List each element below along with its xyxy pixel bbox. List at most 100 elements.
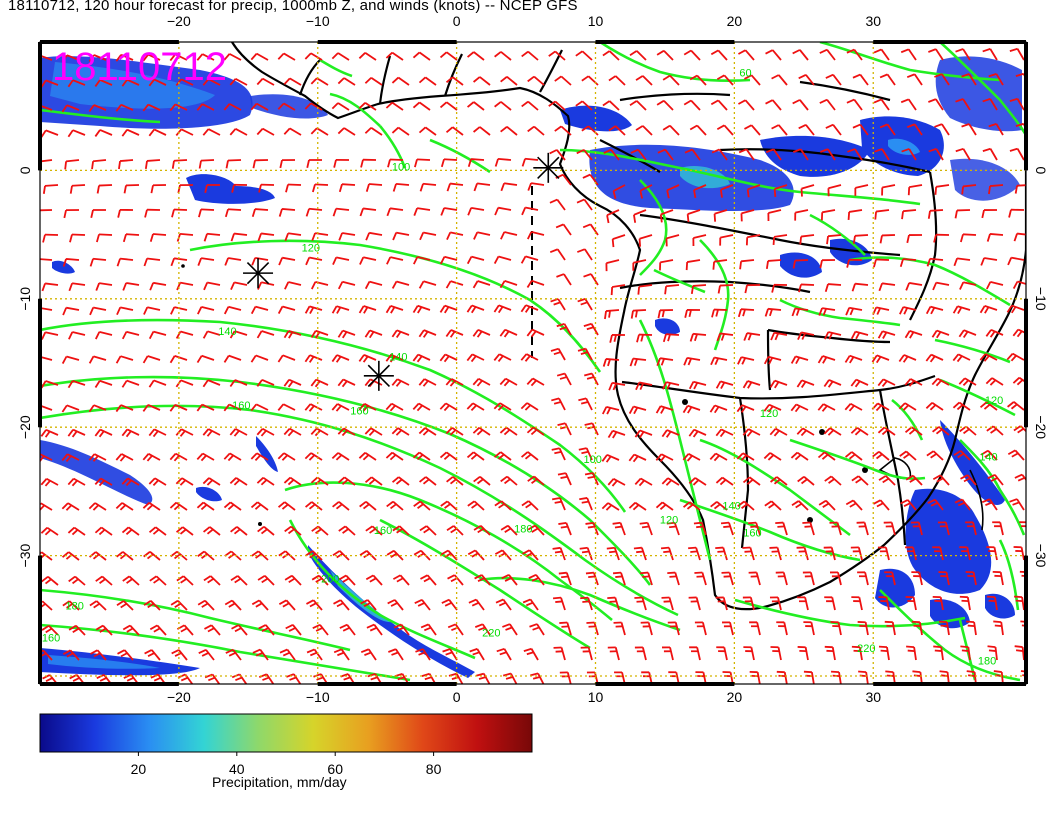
contour-value-label: 140 [722, 500, 740, 512]
wind-barb [830, 621, 842, 636]
wind-barb [360, 158, 377, 168]
wind-barb [602, 100, 620, 111]
wind-barb [928, 98, 944, 111]
wind-barb [575, 100, 593, 111]
wind-barb [197, 306, 215, 315]
wind-barb [502, 623, 518, 636]
wind-barb [412, 101, 431, 111]
lon-tick-label-bottom: 10 [588, 689, 604, 705]
wind-barb [475, 672, 491, 684]
wind-barb [608, 381, 626, 391]
wind-barb [387, 599, 404, 611]
wind-barb [954, 209, 971, 219]
wind-barb [62, 600, 80, 611]
wind-barb [607, 478, 626, 487]
wind-barb [1006, 304, 1025, 314]
wind-barb [899, 450, 917, 461]
wind-barb [392, 525, 410, 536]
wind-barb [634, 477, 653, 487]
lat-tick-label-left: 0 [17, 166, 33, 174]
wind-barb [1007, 401, 1025, 411]
wind-barb [558, 521, 572, 536]
wind-barb [579, 546, 593, 561]
wind-barb [142, 355, 161, 364]
wind-barb [604, 309, 620, 320]
wind-barb [310, 427, 329, 437]
wind-barb [365, 231, 383, 241]
wind-barb [847, 209, 863, 220]
wind-barb [278, 208, 296, 217]
wind-barb [286, 673, 302, 684]
wind-barb [445, 329, 464, 338]
wind-barb [906, 234, 923, 244]
wind-barb [40, 502, 53, 511]
frame-tick-marks [38, 40, 1028, 686]
lat-tick-label-left: −20 [17, 415, 33, 439]
wind-barb [985, 329, 1004, 338]
wind-barb [142, 53, 161, 62]
wind-barb [41, 625, 59, 636]
wind-barb [223, 305, 242, 315]
wind-barb [391, 76, 410, 86]
wind-barb [149, 575, 167, 586]
wind-barb [257, 281, 275, 290]
wind-barb [312, 183, 329, 193]
wind-barb [606, 209, 620, 224]
wind-barb [745, 234, 761, 246]
contour-value-label: 200 [321, 574, 339, 586]
wind-barb [466, 304, 485, 314]
wind-barb [740, 209, 755, 222]
wind-barb [656, 99, 674, 111]
wind-barb [365, 183, 383, 192]
wind-barb [41, 331, 59, 340]
wind-barb [305, 550, 323, 561]
wind-barb [527, 231, 545, 240]
wind-barb [445, 76, 464, 86]
wind-barb [548, 50, 566, 61]
wind-barb [143, 257, 161, 267]
wind-barb [150, 184, 167, 194]
wind-barb [306, 159, 323, 168]
wind-barb [89, 306, 107, 316]
colorbar-gradient [40, 714, 532, 752]
wind-barb [230, 575, 248, 586]
contour-value-label: 140 [979, 452, 997, 464]
wind-barb [634, 596, 647, 611]
wind-barb [748, 571, 761, 586]
wind-barb [744, 124, 761, 136]
wind-barb [586, 621, 599, 636]
wind-barb [979, 353, 998, 362]
wind-barb [979, 401, 998, 411]
wind-barb [69, 184, 86, 194]
wind-barb [576, 198, 593, 211]
wind-barb [364, 127, 383, 136]
wind-barb [555, 223, 572, 236]
wind-barb [204, 624, 221, 636]
wind-barb [961, 123, 977, 136]
wind-barb [358, 102, 377, 111]
wind-barb [279, 159, 296, 169]
lat-tick-label-right: −10 [1033, 287, 1049, 311]
wind-barb [440, 500, 458, 511]
wind-barb [473, 76, 491, 86]
wind-barb [88, 404, 107, 413]
wind-barb [447, 623, 464, 636]
wind-barb [196, 452, 215, 462]
colorbar-tick-label: 20 [131, 761, 147, 777]
wind-barb [987, 474, 1004, 486]
wind-barb [440, 207, 458, 216]
wind-barb [40, 429, 59, 438]
wind-barb [521, 500, 539, 511]
wind-barb [667, 621, 680, 636]
wind-barb [906, 123, 923, 136]
wind-barb [224, 208, 242, 218]
wind-barb [305, 207, 323, 217]
wind-barb [333, 158, 350, 168]
wind-barb [40, 551, 53, 561]
wind-barb [230, 232, 248, 242]
wind-barb [256, 476, 275, 486]
wind-barb [817, 403, 836, 412]
wind-barb [900, 98, 917, 111]
wind-barb [527, 524, 545, 536]
wind-barb [986, 233, 1004, 242]
